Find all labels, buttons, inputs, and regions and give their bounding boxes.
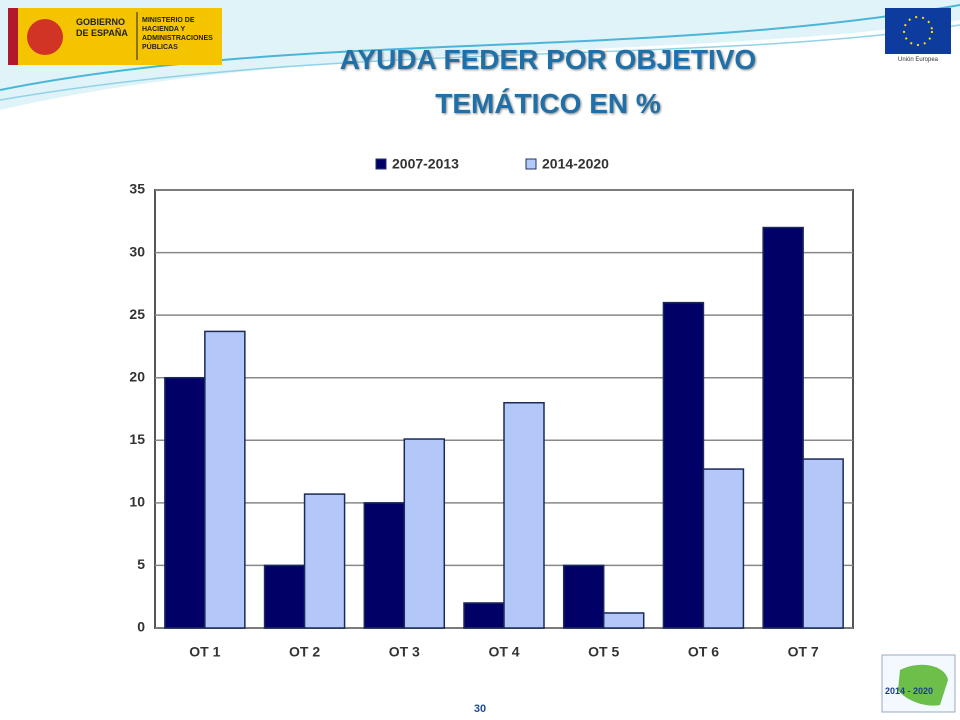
logo-text: MINISTERIO DE HACIENDA Y ADMINISTRACIONE… <box>142 17 213 51</box>
slide-title: AYUDA FEDER POR OBJETIVO TEMÁTICO EN % <box>339 44 757 119</box>
header-curve <box>0 4 960 91</box>
logo-text: Unión Europea <box>897 57 939 63</box>
bar <box>204 330 246 629</box>
header-curve <box>0 24 960 101</box>
logo-text: 2014 - 2020 <box>884 686 934 696</box>
y-tick-label: 35 <box>129 181 145 197</box>
bar <box>662 301 705 629</box>
bar <box>602 612 645 629</box>
bar <box>702 468 745 629</box>
bar <box>802 458 844 629</box>
page-number: 30 <box>473 703 487 715</box>
legend-label: 2007-2013 <box>392 156 459 172</box>
x-tick-label: OT 7 <box>788 644 819 660</box>
logo-text: GOBIERNO DE ESPAÑA <box>76 17 128 38</box>
legend-swatch <box>525 158 537 170</box>
x-tick-label: OT 1 <box>189 644 220 660</box>
eu-flag <box>885 8 951 54</box>
bar <box>762 226 804 629</box>
x-tick-label: OT 6 <box>688 644 719 660</box>
header-swoosh <box>0 0 960 110</box>
y-tick-label: 0 <box>137 619 145 635</box>
legend-swatch <box>375 158 387 170</box>
bar <box>164 376 206 629</box>
bar <box>503 401 545 629</box>
legend-label: 2014-2020 <box>542 156 609 172</box>
bar <box>363 502 406 629</box>
x-tick-label: OT 2 <box>289 644 320 660</box>
x-tick-label: OT 4 <box>488 644 519 660</box>
bar <box>562 564 605 629</box>
coat-of-arms <box>27 19 63 55</box>
bar <box>463 602 505 629</box>
y-tick-label: 30 <box>129 243 145 259</box>
map-shape <box>898 664 948 706</box>
bar <box>263 564 306 629</box>
x-tick-label: OT 5 <box>588 644 619 660</box>
y-tick-label: 25 <box>129 306 145 322</box>
y-tick-label: 15 <box>129 431 145 447</box>
bar <box>303 493 346 629</box>
bar <box>403 438 446 629</box>
x-tick-label: OT 3 <box>389 644 420 660</box>
y-tick-label: 20 <box>129 368 145 384</box>
y-tick-label: 5 <box>137 556 145 572</box>
eu-stars <box>903 16 933 46</box>
logo-stripe <box>8 8 18 65</box>
y-tick-label: 10 <box>129 494 145 510</box>
